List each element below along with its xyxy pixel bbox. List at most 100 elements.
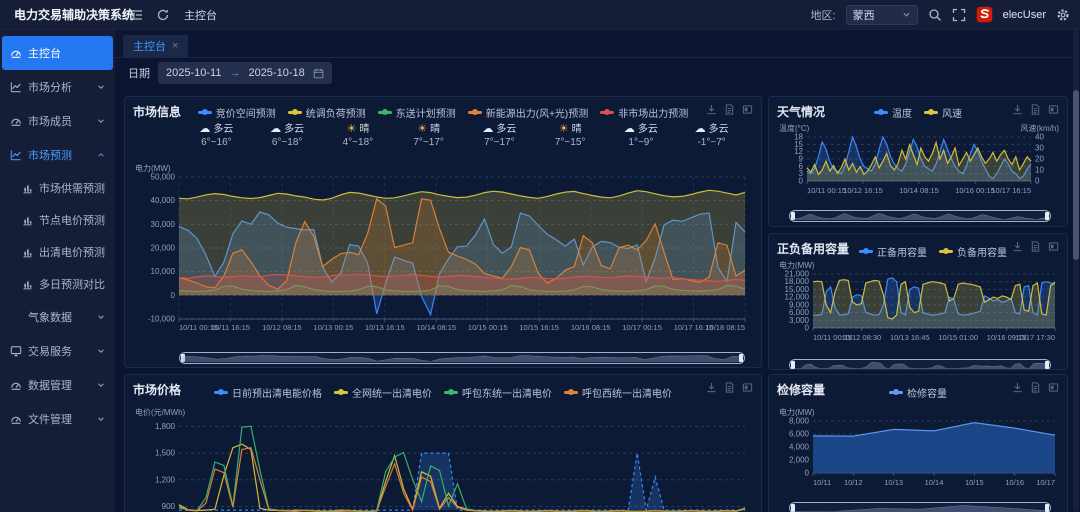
- weather-day: ☁ 多云 1°~9°: [606, 123, 677, 155]
- legend-item[interactable]: 风速: [924, 105, 962, 120]
- datazoom-slider[interactable]: [789, 210, 1051, 222]
- svg-text:10/11: 10/11: [813, 478, 831, 487]
- card-view-icon[interactable]: [1048, 382, 1059, 393]
- sidebar-item-clearing-price-forecast[interactable]: 出清电价预测: [0, 236, 115, 268]
- legend-item[interactable]: 竞价空间预测: [197, 105, 276, 120]
- card-view-icon[interactable]: [742, 382, 753, 393]
- download-icon[interactable]: [706, 382, 717, 393]
- datazoom-slider[interactable]: [789, 359, 1051, 369]
- datazoom-slider[interactable]: [789, 502, 1051, 512]
- legend-item[interactable]: 温度: [874, 105, 912, 120]
- vertical-scrollbar[interactable]: [1073, 30, 1079, 512]
- reserve-chart[interactable]: 21,000 18,000 15,000 12,000 9,000 6,000 3,000 0…: [777, 260, 1059, 357]
- svg-text:18,000: 18,000: [785, 277, 810, 286]
- chevron-down-icon: [97, 415, 105, 423]
- weather-strip: ☁ 多云 6°~16° ☁ 多云 6°~18° ☀ 晴 4°~18° ☀ 晴 7°~17° ☁ 多云 7°~…: [181, 123, 747, 155]
- gauge-icon: [10, 115, 22, 127]
- report-icon[interactable]: [724, 382, 735, 393]
- svg-text:10/15 00:15: 10/15 00:15: [468, 323, 508, 332]
- svg-text:3,000: 3,000: [789, 316, 810, 325]
- svg-text:电力(MW): 电力(MW): [779, 260, 815, 270]
- download-icon[interactable]: [1012, 104, 1023, 115]
- legend-marker: [197, 109, 212, 115]
- sidebar-item-multi-day-forecast[interactable]: 多日预测对比: [0, 268, 115, 300]
- chevron-down-icon: [97, 83, 105, 91]
- sidebar-item-label: 市场分析: [28, 82, 72, 94]
- app-title: 电力交易辅助决策系统: [14, 8, 135, 22]
- svg-text:10/13 00:15: 10/13 00:15: [314, 323, 354, 332]
- legend-item[interactable]: 统调负荷预测: [287, 105, 366, 120]
- maintenance-chart[interactable]: 8,000 6,000 4,000 2,000 0 电力(MW) 10/11 10/12 10/…: [777, 407, 1059, 500]
- sidebar-item-weather-data[interactable]: 气象数据: [2, 300, 113, 334]
- sidebar-item-market-members[interactable]: 市场成员: [2, 104, 113, 138]
- legend-label: 日前预出清电能价格: [232, 388, 322, 400]
- datazoom-slider[interactable]: [179, 352, 745, 364]
- report-icon[interactable]: [724, 104, 735, 115]
- svg-text:1,200: 1,200: [155, 475, 176, 484]
- report-icon[interactable]: [1030, 241, 1041, 252]
- sidebar-item-dashboard[interactable]: 主控台: [2, 36, 113, 70]
- legend-marker: [924, 109, 938, 115]
- chevron-up-icon: [97, 151, 105, 159]
- date-end[interactable]: 2025-10-18: [248, 67, 305, 79]
- download-icon[interactable]: [1012, 382, 1023, 393]
- panel-title: 天气情况: [777, 105, 826, 119]
- date-start[interactable]: 2025-10-11: [166, 67, 222, 79]
- card-view-icon[interactable]: [1048, 104, 1059, 115]
- sidebar-item-node-price-forecast[interactable]: 节点电价预测: [0, 204, 115, 236]
- market-info-chart[interactable]: 50,000 40,000 30,000 20,000 10,000 0 -10,000 电力…: [133, 155, 753, 350]
- weather-day: ☁ 多云 6°~16°: [181, 123, 252, 155]
- weather-chart[interactable]: 18 15 12 9 6 3 0 40 30 20 10 0 温度(°C) 风速(km/h) 10/11 0…: [777, 123, 1059, 208]
- settings-gear-icon[interactable]: [1056, 8, 1070, 22]
- sidebar-item-file-management[interactable]: 文件管理: [2, 402, 113, 436]
- date-range-picker[interactable]: 2025-10-11 → 2025-10-18: [158, 62, 332, 84]
- legend-marker: [214, 389, 228, 395]
- price-chart[interactable]: 1,8001,5001,200900电价(元/MWh)10/1110/1210/…: [133, 407, 753, 512]
- legend-item[interactable]: 非市场出力预测: [600, 105, 688, 120]
- download-icon[interactable]: [1012, 241, 1023, 252]
- card-view-icon[interactable]: [1048, 241, 1059, 252]
- filter-bar: 日期 2025-10-11 → 2025-10-18: [115, 58, 1072, 88]
- legend-item[interactable]: 全网统一出清电价: [334, 385, 432, 400]
- sidebar-item-data-management[interactable]: 数据管理: [2, 368, 113, 402]
- legend-item[interactable]: 负备用容量: [939, 244, 1007, 259]
- fullscreen-icon[interactable]: [952, 8, 966, 22]
- svg-text:风速(km/h): 风速(km/h): [1020, 124, 1059, 133]
- svg-text:10/15 16:15: 10/15 16:15: [519, 323, 559, 332]
- legend-item[interactable]: 检修容量: [889, 385, 947, 400]
- sidebar-item-supply-demand-forecast[interactable]: 市场供需预测: [0, 172, 115, 204]
- region-select[interactable]: 蒙西: [845, 4, 918, 25]
- tab-close-icon[interactable]: ×: [172, 40, 179, 52]
- tab-dashboard[interactable]: 主控台 ×: [123, 35, 189, 57]
- sidebar-item-market-analysis[interactable]: 市场分析: [2, 70, 113, 104]
- bar-chart-icon: [22, 279, 33, 290]
- svg-text:电力(MW): 电力(MW): [135, 163, 171, 173]
- sidebar-item-market-forecast[interactable]: 市场预测: [2, 138, 113, 172]
- legend-item[interactable]: 东送计划预测: [377, 105, 456, 120]
- report-icon[interactable]: [1030, 104, 1041, 115]
- legend-item[interactable]: 正备用容量: [859, 244, 927, 259]
- breadcrumb: 主控台: [184, 9, 217, 22]
- card-view-icon[interactable]: [742, 104, 753, 115]
- sidebar-item-label: 市场预测: [28, 150, 72, 162]
- legend-label: 非市场出力预测: [618, 108, 689, 120]
- svg-text:1,500: 1,500: [155, 449, 176, 458]
- legend-item[interactable]: 新能源出力(风+光)预测: [467, 105, 588, 120]
- menu-fold-icon[interactable]: [130, 8, 144, 22]
- tab-label: 主控台: [133, 41, 166, 53]
- refresh-icon[interactable]: [156, 8, 170, 22]
- legend-item[interactable]: 呼包东统一出清电价: [444, 385, 552, 400]
- sidebar-item-trade-services[interactable]: 交易服务: [2, 334, 113, 368]
- sidebar-subitem-label: 节点电价预测: [39, 215, 105, 227]
- search-icon[interactable]: [928, 8, 942, 22]
- svg-text:12,000: 12,000: [785, 293, 810, 302]
- svg-text:-10,000: -10,000: [148, 315, 176, 324]
- report-icon[interactable]: [1030, 382, 1041, 393]
- sidebar-item-label: 主控台: [28, 48, 61, 60]
- dashboard-grid: 市场信息 竞价空间预测 统调负荷预测 东送计划预测 新能源出力(风+光)预测 非市场出力…: [120, 88, 1068, 512]
- legend-item[interactable]: 呼包西统一出清电价: [564, 385, 672, 400]
- legend-item[interactable]: 日前预出清电能价格: [214, 385, 322, 400]
- scrollbar-thumb[interactable]: [1073, 90, 1079, 260]
- svg-text:1,800: 1,800: [155, 422, 176, 431]
- download-icon[interactable]: [706, 104, 717, 115]
